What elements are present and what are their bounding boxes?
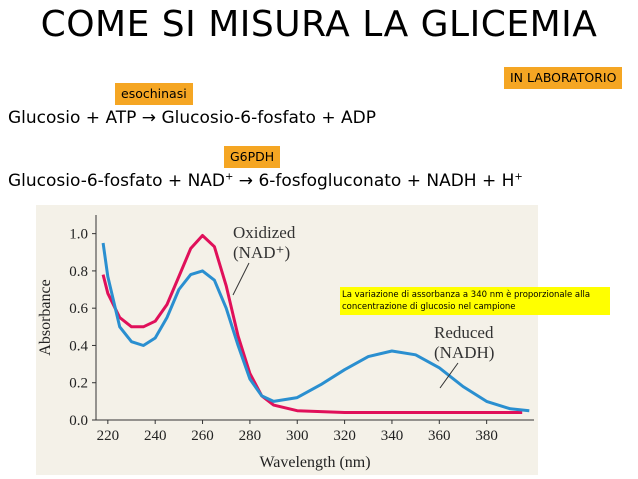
series-pointer-oxidized [232, 262, 250, 296]
x-tick-label: 240 [144, 428, 167, 444]
y-tick-label: 0.4 [69, 338, 88, 354]
enzyme-tag-g6pdh: G6PDH [224, 146, 281, 168]
x-tick-label: 260 [191, 428, 214, 444]
x-tick-label: 300 [286, 428, 309, 444]
chart-panel: 220 240 260 280 300 320 340 360 380 0.0 0.2 0.4 0.6 0… [36, 205, 538, 475]
x-tick-label: 220 [97, 428, 120, 444]
y-axis-label: Absorbance [37, 279, 54, 355]
slide-title: COME SI MISURA LA GLICEMIA [40, 4, 598, 45]
series-label-oxidized-line1: Oxidized [233, 223, 296, 242]
absorbance-chart: 220 240 260 280 300 320 340 360 380 0.0 0.2 0.4 0.6 0… [37, 215, 534, 471]
series-label-reduced-line2: (NADH) [434, 343, 494, 362]
x-tick-label: 380 [475, 428, 498, 444]
x-tick-label: 280 [239, 428, 262, 444]
equation-2: Glucosio-6-fosfato + NAD+ → 6-fosfogluco… [8, 171, 523, 191]
y-tick-label: 0.6 [69, 301, 88, 317]
equation-2-part1: Glucosio-6-fosfato + NAD [8, 171, 225, 191]
y-tick-label: 0.0 [69, 413, 88, 429]
explanation-note: La variazione di assorbanza a 340 nm è p… [340, 287, 610, 315]
enzyme-tag-hexokinase: esochinasi [115, 83, 193, 105]
equation-1: Glucosio + ATP → Glucosio-6-fosfato + AD… [8, 108, 376, 128]
series-label-oxidized-line2: (NAD⁺) [233, 243, 290, 262]
series-line-reduced [101, 242, 530, 413]
series-pointer-reduced [439, 362, 459, 389]
x-axis-label: Wavelength (nm) [259, 454, 370, 471]
equation-2-sup2: + [514, 171, 523, 183]
y-tick-label: 0.8 [69, 264, 88, 280]
equation-2-sup1: + [225, 171, 234, 183]
x-tick-label: 320 [333, 428, 356, 444]
x-tick-label: 360 [428, 428, 451, 444]
y-tick-label: 1.0 [69, 227, 88, 243]
y-tick-label: 0.2 [69, 376, 88, 392]
series-line-oxidized [101, 234, 523, 414]
series-label-reduced-line1: Reduced [434, 323, 494, 342]
x-tick-label: 340 [381, 428, 404, 444]
equation-2-part2: → 6-fosfogluconato + NADH + H [233, 171, 515, 191]
lab-tag: IN LABORATORIO [504, 67, 623, 89]
